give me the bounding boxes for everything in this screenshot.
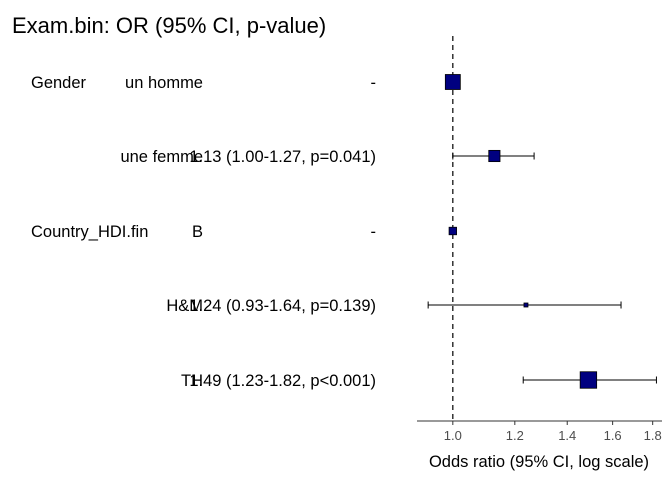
x-axis: 1.0 1.2 1.4 1.6 1.8 [417,420,662,443]
row-estimate-label: - [371,223,377,241]
row-estimate-label: 1.49 (1.23-1.82, p<0.001) [189,372,376,390]
point-estimate [488,149,501,163]
point-estimate [579,371,598,389]
x-axis-label: Odds ratio (95% CI, log scale) [429,453,649,471]
x-tick-label: 1.0 [444,428,462,443]
point-estimate [523,302,529,308]
row-variable-label: Gender [31,74,87,92]
plot-area [427,36,657,421]
x-tick-label: 1.4 [558,428,576,443]
row-level-label: un homme [125,74,203,92]
point-estimate [444,74,461,90]
row-estimate-label: 1.24 (0.93-1.64, p=0.139) [189,297,376,315]
row-level-label: B [192,223,203,241]
row-variable-label: Country_HDI.fin [31,223,148,241]
row-level-label: H&M [166,297,203,315]
row-level-label: TH [181,372,203,390]
row-estimate-label: 1.13 (1.00-1.27, p=0.041) [189,148,376,166]
row-estimate-label: - [371,74,377,92]
x-tick-label: 1.2 [506,428,524,443]
x-tick-label: 1.6 [604,428,622,443]
chart-title: Exam.bin: OR (95% CI, p-value) [12,13,326,38]
x-tick-label: 1.8 [644,428,662,443]
row-level-label: une femme [120,148,203,166]
point-estimate [448,226,457,236]
